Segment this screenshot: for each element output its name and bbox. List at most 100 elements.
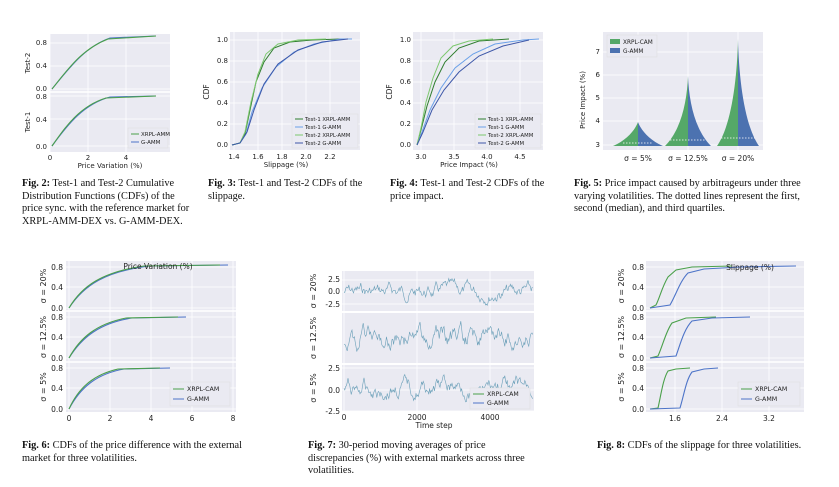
fig6-ytick: 0.0 (51, 405, 63, 414)
fig6-legend-label: G-AMM (187, 396, 209, 403)
fig5-ytick: 7 (596, 48, 600, 56)
fig8-ytick: 0.4 (632, 283, 644, 292)
fig4-legend-label: Test-1 XRPL-AMM (487, 117, 534, 123)
fig2-caption-label: Fig. 2: (22, 178, 51, 189)
fig6-ytick: 0.8 (51, 263, 63, 272)
fig7-xtick: 2000 (407, 413, 426, 422)
fig8-ytick: 0.8 (632, 263, 644, 272)
fig6-caption: Fig. 6: CDFs of the price difference wit… (22, 440, 252, 465)
fig8-sigma12-g-amm-curve (649, 316, 751, 359)
fig6-ylabel-sigma20: σ = 20% (39, 268, 48, 303)
fig8-ytick: 0.0 (632, 405, 644, 414)
fig4-xtick: 3.0 (415, 153, 426, 161)
fig3-ytick: 0.2 (217, 120, 228, 128)
fig7-legend-label: G-AMM (487, 400, 509, 407)
fig4-ylabel: CDF (385, 84, 394, 99)
fig6-xtick: 4 (149, 414, 154, 423)
fig3-legend-label: Test-1 G-AMM (304, 125, 341, 131)
fig3-test2-xrpl-amm-curve (231, 38, 327, 146)
fig2-legend-label: G-AMM (141, 140, 161, 146)
fig5-legend-label: XRPL-CAM (623, 40, 653, 46)
fig4-test1-g-amm-curve (416, 38, 540, 146)
fig5-ytick: 3 (596, 141, 600, 149)
fig7-ytick: 2.5 (328, 275, 340, 284)
fig6-sigma20-xrpl-cam-curve (68, 264, 221, 309)
fig6-caption-text: CDFs of the price difference with the ex… (22, 440, 242, 464)
fig3-ytick: 0.0 (217, 141, 228, 149)
fig4-caption: Fig. 4: Test-1 and Test-2 CDFs of the pr… (390, 178, 550, 203)
fig6-ylabel-sigma5: σ = 5% (39, 372, 48, 402)
fig4-ytick: 0.6 (400, 78, 412, 86)
fig6-xtick: 8 (231, 414, 236, 423)
fig8-ytick: 0.8 (632, 364, 644, 373)
fig6-ytick: 0.0 (51, 354, 63, 363)
fig3-caption-text: Test-1 and Test-2 CDFs of the slippage. (208, 178, 363, 202)
fig3-ytick: 1.0 (217, 36, 228, 44)
fig4-test1-xrpl-amm-curve (416, 38, 510, 146)
fig2-chart: 0.8 0.4 0.0 0.8 0.4 0.0 0 2 4 Price Vari… (24, 34, 170, 170)
fig4-legend-label: Test-1 G-AMM (487, 125, 524, 131)
fig7-caption-label: Fig. 7: (308, 440, 337, 451)
fig5-ytick: 6 (596, 71, 601, 79)
fig3-xtick: 1.8 (276, 153, 287, 161)
fig7-sigma20-noise (343, 277, 533, 306)
fig8-ylabel-sigma12: σ = 12.5% (617, 315, 626, 358)
fig7-ylabel-sigma12: σ = 12.5% (309, 316, 318, 359)
fig5-ytick: 5 (596, 94, 600, 102)
fig8-chart: 0.8 0.4 0.0 0.8 0.4 0.0 0.8 0.4 0.0 1.6 … (617, 261, 804, 423)
fig2-caption-text: Test-1 and Test-2 Cumulative Distributio… (22, 178, 190, 227)
fig7-caption: Fig. 7: 30-period moving averages of pri… (308, 440, 536, 478)
fig8-ytick: 0.4 (632, 384, 644, 393)
fig4-xlabel: Price Impact (%) (440, 161, 498, 169)
fig6-ylabel-sigma12: σ = 12.5% (39, 315, 48, 358)
fig8-ylabel-sigma5: σ = 5% (617, 372, 626, 402)
fig8-sigma20-g-amm-curve (649, 265, 797, 309)
fig8-caption: Fig. 8: CDFs of the slippage for three v… (597, 440, 827, 453)
fig2-xtick: 4 (124, 154, 129, 162)
fig7-ylabel-sigma5: σ = 5% (309, 373, 318, 403)
fig2-legend-label: XRPL-AMM (141, 132, 170, 138)
fig8-ytick: 0.0 (632, 304, 644, 313)
fig5-violin-20 (717, 39, 759, 146)
fig6-xlabel: Price Variation (%) (123, 262, 192, 271)
fig8-ytick: 0.8 (632, 313, 644, 322)
fig8-ylabel-sigma20: σ = 20% (617, 268, 626, 303)
fig7-ytick: 0.0 (328, 287, 340, 296)
fig4-xtick: 4.5 (514, 153, 525, 161)
fig2-test2-xrpl-amm-curve (51, 35, 157, 90)
fig3-caption-label: Fig. 3: (208, 178, 237, 189)
fig3-legend-label: Test-1 XRPL-AMM (304, 117, 351, 123)
fig5-category: σ = 12.5% (668, 154, 708, 163)
fig2-xlabel: Price Variation (%) (78, 162, 143, 170)
fig5-ylabel: Price Impact (%) (579, 71, 587, 129)
fig5-chart: 7 6 5 4 3 σ = 5% σ = 12.5% σ = 20% Price… (579, 32, 763, 163)
fig3-ylabel: CDF (202, 84, 211, 99)
fig3-legend-label: Test-2 XRPL-AMM (304, 133, 351, 139)
fig7-ytick: 0.0 (328, 386, 340, 395)
fig8-legend-label: G-AMM (755, 396, 777, 403)
fig5-category: σ = 5% (624, 154, 652, 163)
fig6-ytick: 0.0 (51, 304, 63, 313)
fig8-ytick: 0.0 (632, 354, 644, 363)
fig5-caption-text: Price impact caused by arbitrageurs unde… (574, 178, 801, 215)
fig2-ytick: 0.0 (36, 85, 47, 93)
fig8-sigma5-g-amm-curve (649, 367, 719, 410)
fig5-caption-label: Fig. 5: (574, 178, 603, 189)
fig5-legend-label: G-AMM (623, 49, 643, 55)
fig4-test2-xrpl-amm-curve (416, 38, 494, 146)
fig2-ytick: 0.4 (36, 116, 48, 124)
fig2-ytick: 0.4 (36, 62, 48, 70)
fig8-caption-label: Fig. 8: (597, 440, 626, 451)
fig7-ytick: -2.5 (325, 300, 340, 309)
fig4-xtick: 4.0 (481, 153, 492, 161)
fig2-xtick: 0 (48, 154, 52, 162)
fig8-xtick: 1.6 (669, 414, 681, 423)
fig3-ytick: 0.6 (217, 78, 229, 86)
fig3-xlabel: Slippage (%) (264, 161, 309, 169)
fig2-test1-xrpl-amm-curve (51, 95, 157, 147)
fig7-xtick: 4000 (480, 413, 499, 422)
fig8-sigma20-xrpl-cam-curve (649, 265, 733, 309)
fig6-legend: XRPL-CAM G-AMM (169, 381, 231, 407)
fig5-caption: Fig. 5: Price impact caused by arbitrage… (574, 178, 824, 216)
fig8-xlabel: Slippage (%) (726, 263, 774, 272)
